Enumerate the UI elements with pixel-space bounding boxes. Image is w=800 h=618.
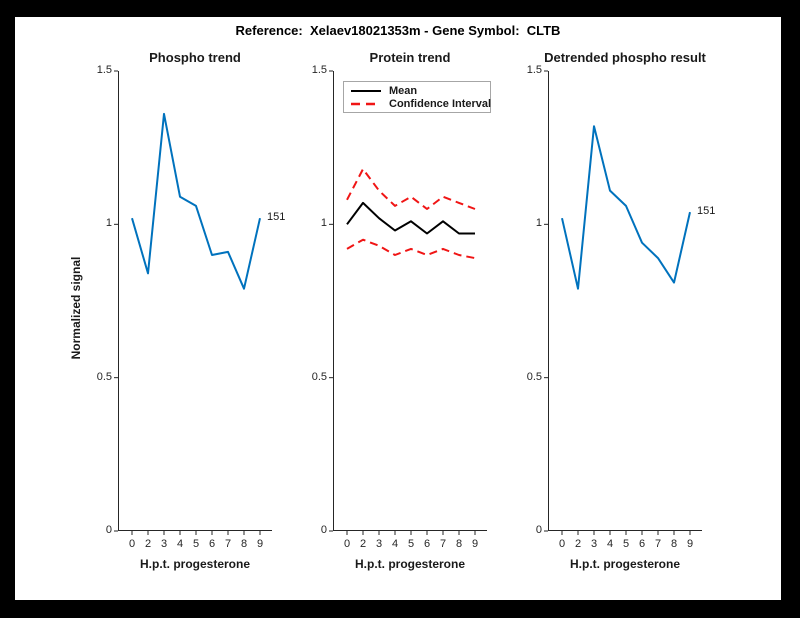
y-tick-label: 0.5 [311, 370, 327, 383]
x-tick-label: 0 [558, 538, 566, 550]
detrended-phospho-signal-line [561, 125, 691, 290]
y-tick-label: 0.5 [526, 370, 542, 383]
x-tick-label: 3 [590, 538, 598, 550]
x-tick-label: 2 [574, 538, 582, 550]
plot-title: Phospho trend [149, 50, 241, 65]
x-tick-label: 7 [439, 538, 447, 550]
ci-lower-line [346, 238, 476, 260]
x-tick-label: 6 [638, 538, 646, 550]
x-tick-label: 4 [606, 538, 614, 550]
y-tick-label: 0 [105, 524, 112, 536]
x-tick-label: 3 [375, 538, 383, 550]
x-tick-label: 7 [224, 538, 232, 550]
plot-title: Detrended phospho result [544, 50, 706, 65]
subplot-detrended-phospho: Detrended phospho result 151 H.p.t. prog… [527, 50, 716, 571]
x-tick-label: 8 [670, 538, 678, 550]
detrended-phospho-line-chart [544, 70, 702, 535]
x-tick-label: 5 [622, 538, 630, 550]
y-tick-label: 0.5 [96, 370, 112, 383]
phospho-signal-line [131, 112, 261, 290]
protein-trend-line-chart [329, 70, 487, 535]
y-tick-label: 0 [320, 524, 327, 536]
x-tick-label: 9 [256, 538, 264, 550]
x-tick-label: 5 [192, 538, 200, 550]
y-axis-label: Normalized signal [69, 256, 83, 360]
legend: Mean Confidence Interval [343, 81, 491, 113]
legend-label: Mean [389, 84, 418, 97]
x-tick-label: 0 [128, 538, 136, 550]
figure-title: Reference: Xelaev18021353m - Gene Symbol… [235, 23, 561, 38]
x-axis-label: H.p.t. progesterone [139, 557, 250, 571]
x-tick-label: 9 [686, 538, 694, 550]
x-tick-label: 4 [391, 538, 399, 550]
y-tick-label: 1.5 [526, 64, 542, 76]
x-tick-label: 9 [471, 538, 479, 550]
x-tick-label: 6 [208, 538, 216, 550]
phospho-trend-line-chart [114, 70, 272, 535]
mean-line-sample [351, 89, 381, 92]
series-end-label: 151 [267, 211, 286, 223]
legend-item-mean: Mean [344, 83, 417, 98]
confidence-interval-line-sample [351, 102, 381, 105]
series-end-label: 151 [697, 205, 716, 217]
x-tick-label: 2 [359, 538, 367, 550]
legend-label: Confidence Interval [389, 97, 492, 110]
y-tick-label: 1 [535, 217, 542, 230]
x-tick-label: 3 [160, 538, 168, 550]
y-tick-label: 0 [535, 524, 542, 536]
mean-line [346, 201, 475, 235]
x-tick-label: 8 [240, 538, 248, 550]
x-tick-label: 8 [455, 538, 463, 550]
x-tick-label: 5 [407, 538, 415, 550]
y-tick-label: 1.5 [96, 64, 112, 76]
y-tick-label: 1 [320, 217, 327, 230]
plot-title: Protein trend [369, 50, 451, 65]
y-tick-label: 1 [105, 217, 112, 230]
subplot-phospho-trend: Phospho trend 151 H.p.t. progesterone 1.… [97, 50, 286, 571]
x-tick-label: 4 [176, 538, 184, 550]
x-tick-label: 6 [423, 538, 431, 550]
figure-canvas: Reference: Xelaev18021353m - Gene Symbol… [15, 17, 781, 600]
subplot-protein-trend: Protein trend Mean Confidence Interval H… [312, 50, 491, 571]
ci-upper-line [346, 168, 476, 210]
x-tick-label: 0 [343, 538, 351, 550]
y-tick-label: 1.5 [311, 64, 327, 76]
x-tick-label: 2 [144, 538, 152, 550]
x-axis-label: H.p.t. progesterone [569, 557, 680, 571]
legend-item-confidence-interval: Confidence Interval [344, 96, 491, 111]
x-axis-label: H.p.t. progesterone [354, 557, 465, 571]
x-tick-label: 7 [654, 538, 662, 550]
